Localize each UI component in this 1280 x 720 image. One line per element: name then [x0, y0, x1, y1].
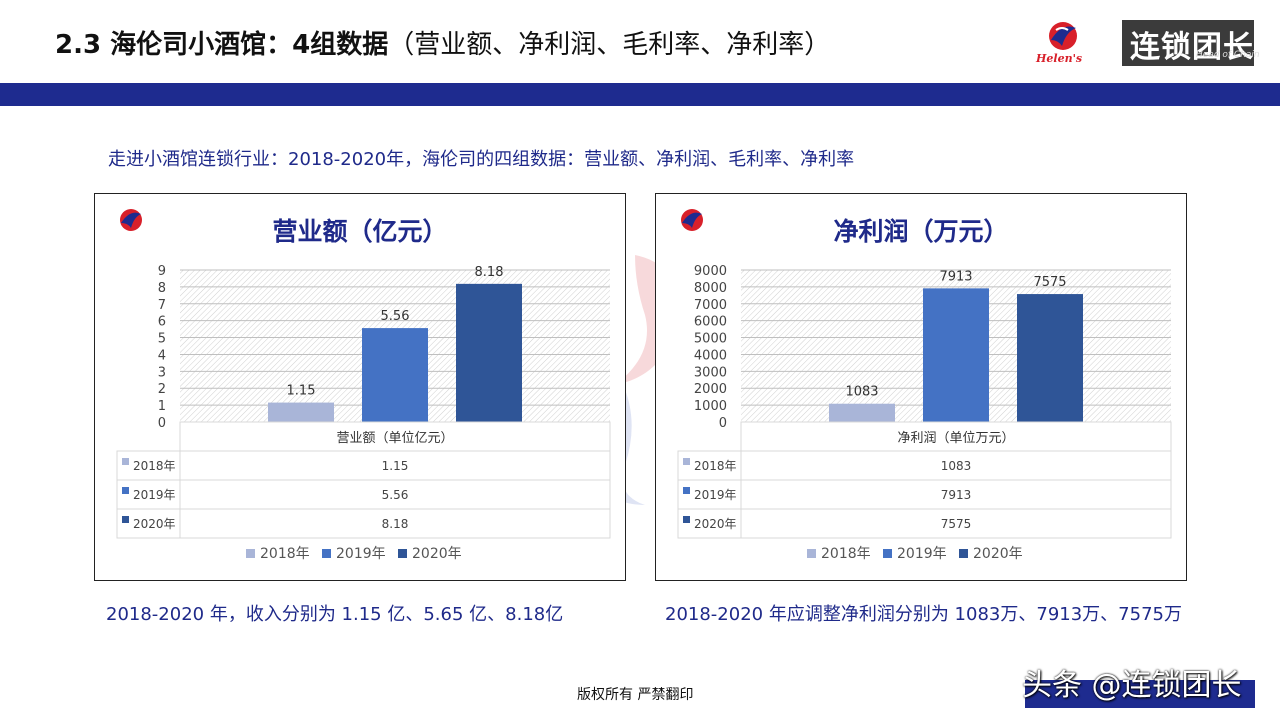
helens-logo: Helen's [1035, 22, 1082, 65]
table-category-label: 净利润（单位万元） [897, 431, 1014, 446]
legend-label: 2018年 [260, 546, 310, 562]
revenue-chart: 营业额（亿元） 0 1 2 3 45 6 7 8 9 1.15 5.56 8.18 营业额（单位亿元） 20… [116, 209, 611, 562]
legend-label: 2018年 [821, 546, 871, 562]
table-series-name: 2019年 [694, 488, 737, 502]
y-tick-label: 3 [158, 365, 166, 380]
bar [268, 402, 334, 422]
y-tick-label: 1000 [694, 399, 727, 414]
bar-data-label: 5.56 [381, 309, 410, 324]
y-tick-label: 4 [158, 348, 166, 363]
legend-swatch [322, 549, 331, 558]
y-tick-label: 6000 [694, 315, 727, 330]
bar [1017, 294, 1083, 422]
net-profit-caption: 2018-2020 年应调整净利润分别为 1083万、7913万、7575万 [665, 604, 1182, 625]
net-profit-chart-panel: 净利润（万元） 0 1000 2000 3000 4000 5000 6000 7000 8000… [655, 193, 1187, 581]
chart-title: 营业额（亿元） [272, 217, 447, 246]
bar-data-label: 1.15 [287, 384, 316, 399]
helens-mini-logo-icon [681, 209, 703, 231]
helens-mini-logo-icon [120, 209, 142, 231]
table-row-value-cell [179, 508, 611, 539]
table-value: 1.15 [382, 459, 409, 473]
brand-logo-cn: 连锁团长 [1130, 30, 1254, 65]
y-tick-label: 8000 [694, 281, 727, 296]
y-tick-label: 5 [158, 332, 166, 347]
table-legend-key [683, 487, 690, 494]
table-legend-key [122, 516, 129, 523]
header-band [0, 83, 1280, 106]
bar [362, 328, 428, 422]
bar [829, 403, 895, 422]
bar [456, 283, 522, 422]
legend-label: 2019年 [897, 546, 947, 562]
legend-swatch [883, 549, 892, 558]
chart-title: 净利润（万元） [833, 217, 1008, 246]
table-legend-key [683, 458, 690, 465]
y-tick-label: 8 [158, 281, 166, 296]
table-series-name: 2020年 [133, 517, 176, 531]
revenue-chart-panel: 营业额（亿元） 0 1 2 3 4 5 6 7 8 9 1.15 5.56 8.18 营业额（单位亿元） 20… [94, 193, 626, 581]
bar-data-label: 7913 [939, 269, 972, 284]
y-tick-label: 7 [158, 298, 166, 313]
intro-text: 走进小酒馆连锁行业：2018-2020年，海伦司的四组数据：营业额、净利润、毛利… [108, 149, 855, 170]
table-series-name: 2020年 [694, 517, 737, 531]
legend-swatch [398, 549, 407, 558]
table-value: 7913 [941, 488, 972, 502]
table-legend-key [122, 487, 129, 494]
helens-logo-text: Helen's [1035, 52, 1082, 65]
y-tick-label: 4000 [694, 348, 727, 363]
table-value: 7575 [941, 517, 972, 531]
table-value: 1083 [941, 459, 972, 473]
legend-label: 2020年 [973, 546, 1023, 562]
bar-data-label: 1083 [845, 385, 878, 400]
watermark-text: 头条 @连锁团长 [1022, 668, 1242, 703]
table-row-value-cell [740, 508, 1172, 539]
y-tick-label: 6 [158, 315, 166, 330]
legend-label: 2019年 [336, 546, 386, 562]
bar-data-label: 7575 [1033, 275, 1066, 290]
y-tick-label: 2000 [694, 382, 727, 397]
y-tick-label: 1 [158, 399, 166, 414]
legend-swatch [959, 549, 968, 558]
legend-swatch [246, 549, 255, 558]
y-tick-label: 0 [719, 416, 727, 431]
bar [923, 288, 989, 422]
table-series-name: 2018年 [133, 459, 176, 473]
legend-swatch [807, 549, 816, 558]
page-title-main: 2.3 海伦司小酒馆：4组数据 [55, 30, 389, 60]
y-tick-label: 9000 [694, 264, 727, 279]
table-series-name: 2019年 [133, 488, 176, 502]
table-legend-key [683, 516, 690, 523]
table-legend-key [122, 458, 129, 465]
y-tick-label: 9 [158, 264, 166, 279]
y-tick-label: 7000 [694, 298, 727, 313]
y-tick-label: 0 [158, 416, 166, 431]
legend-label: 2020年 [412, 546, 462, 562]
table-value: 8.18 [382, 517, 409, 531]
copyright-footer: 版权所有 严禁翻印 [577, 687, 694, 703]
table-category-label: 营业额（单位亿元） [336, 431, 453, 446]
revenue-caption: 2018-2020 年，收入分别为 1.15 亿、5.65 亿、8.18亿 [106, 604, 564, 625]
watermark-band [1025, 680, 1255, 708]
y-tick-label: 3000 [694, 365, 727, 380]
brand-logo: 连锁团长 Head of Chain [1122, 20, 1260, 66]
page-title: 2.3 海伦司小酒馆：4组数据（营业额、净利润、毛利率、净利率） [55, 24, 830, 61]
bar-data-label: 8.18 [475, 265, 504, 280]
page-title-sub: （营业额、净利润、毛利率、净利率） [388, 30, 831, 60]
table-value: 5.56 [382, 488, 409, 502]
y-tick-label: 5000 [694, 332, 727, 347]
brand-logo-en: Head of Chain [1196, 50, 1260, 60]
table-series-name: 2018年 [694, 459, 737, 473]
y-tick-label: 2 [158, 382, 166, 397]
